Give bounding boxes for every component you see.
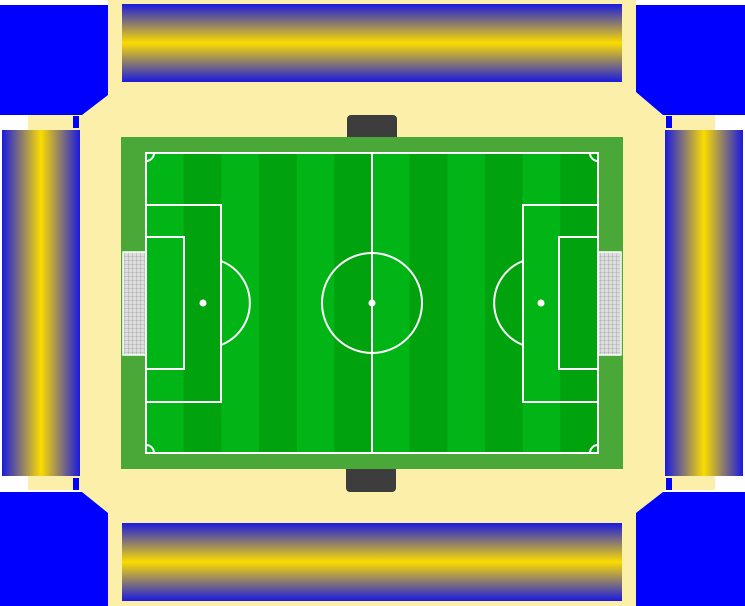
- pitch-stripe: [259, 153, 298, 453]
- pitch-stripe: [409, 153, 448, 453]
- pitch-stripe: [560, 153, 599, 453]
- centre-circle: [321, 252, 423, 354]
- pitch-stripe: [221, 153, 260, 453]
- stand-south: [122, 523, 622, 601]
- corner-block-bottom-right: [636, 492, 745, 606]
- centre-spot: [368, 299, 376, 307]
- penalty-spot-left: [199, 299, 207, 307]
- corner-arc-bottom-left: [145, 444, 155, 454]
- corner-arc-bottom-right: [589, 444, 599, 454]
- pitch-stripe: [296, 153, 335, 453]
- corner-arc-top-right: [589, 152, 599, 162]
- corner-arc-top-left: [145, 152, 155, 162]
- pitch-stripe: [146, 153, 185, 453]
- pitch-stripe: [447, 153, 486, 453]
- stand-north: [122, 4, 622, 82]
- corner-block-top-right: [636, 5, 745, 115]
- stand-east: [665, 130, 743, 476]
- dugout-south: [346, 465, 396, 492]
- stand-west: [2, 130, 80, 476]
- pitch-stripe: [372, 153, 411, 453]
- penalty-arc-left: [220, 260, 251, 346]
- goal-area-left: [145, 236, 185, 370]
- goal-net-left: [122, 251, 147, 356]
- goal-area-right: [558, 236, 599, 370]
- penalty-arc-right: [493, 260, 524, 346]
- dugout-north: [347, 115, 397, 141]
- goal-net-right: [597, 251, 622, 356]
- corner-block-top-left: [0, 5, 108, 115]
- stand-marker-left-top: [73, 116, 79, 128]
- pitch-spots: [199, 299, 545, 307]
- corner-block-bottom-left: [0, 492, 108, 606]
- pitch-stripe: [485, 153, 524, 453]
- stand-marker-right-bottom: [666, 478, 672, 490]
- pitch-markings: [145, 152, 599, 454]
- stand-marker-left-bottom: [73, 478, 79, 490]
- pitch-stripe: [334, 153, 373, 453]
- stand-marker-right-top: [666, 116, 672, 128]
- penalty-spot-right: [537, 299, 545, 307]
